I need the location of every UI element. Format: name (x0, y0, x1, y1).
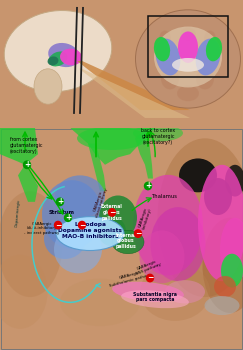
Ellipse shape (4, 10, 112, 92)
Text: Dopaminergic: Dopaminergic (15, 198, 21, 227)
Text: External
globus
pallidus: External globus pallidus (101, 204, 123, 221)
Text: +: + (24, 160, 30, 169)
Polygon shape (79, 69, 190, 118)
Ellipse shape (112, 230, 144, 254)
Circle shape (109, 209, 115, 216)
Ellipse shape (42, 180, 102, 249)
Polygon shape (88, 144, 106, 191)
Ellipse shape (112, 282, 184, 302)
Ellipse shape (154, 37, 170, 61)
Circle shape (145, 182, 151, 190)
Ellipse shape (139, 230, 184, 284)
Ellipse shape (48, 43, 80, 67)
Text: −: − (109, 208, 115, 217)
Text: GABAergic
(inhibitory): GABAergic (inhibitory) (137, 205, 153, 230)
Text: Levodopa
Dopamine agonists
MAO-B inhibitors: Levodopa Dopamine agonists MAO-B inhibit… (58, 222, 122, 239)
Ellipse shape (180, 28, 196, 41)
Text: Internal
globus
pallidus: Internal globus pallidus (116, 233, 136, 249)
Text: Thalamus: Thalamus (152, 194, 178, 199)
Ellipse shape (55, 175, 105, 218)
Ellipse shape (154, 27, 222, 88)
Ellipse shape (60, 279, 140, 326)
Polygon shape (135, 128, 153, 178)
Ellipse shape (48, 51, 68, 66)
Circle shape (24, 161, 31, 168)
Circle shape (64, 214, 71, 222)
Ellipse shape (178, 32, 198, 63)
Ellipse shape (60, 49, 82, 65)
Ellipse shape (133, 175, 203, 275)
Ellipse shape (179, 159, 217, 192)
Text: −: − (147, 274, 153, 282)
Text: +: + (57, 197, 63, 206)
Polygon shape (70, 128, 155, 165)
Ellipse shape (0, 191, 62, 297)
Ellipse shape (159, 30, 171, 48)
Ellipse shape (157, 138, 243, 297)
Ellipse shape (150, 207, 206, 281)
Ellipse shape (198, 165, 243, 281)
Ellipse shape (54, 226, 102, 273)
Ellipse shape (161, 68, 179, 90)
Ellipse shape (172, 58, 204, 72)
Ellipse shape (221, 254, 243, 288)
Ellipse shape (136, 10, 241, 108)
Text: GABAergic
(di-di-inhibitory)
- indirect pathway: GABAergic (di-di-inhibitory) - indirect … (24, 222, 60, 235)
Text: Substantia nigra
pars compacta: Substantia nigra pars compacta (133, 292, 177, 302)
Text: −: − (79, 220, 85, 230)
Ellipse shape (156, 38, 180, 75)
Ellipse shape (48, 56, 58, 65)
Ellipse shape (77, 127, 147, 150)
Circle shape (134, 230, 141, 237)
Ellipse shape (0, 255, 47, 329)
Text: Striatum: Striatum (49, 210, 75, 215)
Ellipse shape (225, 165, 243, 197)
Text: from cortex
glutamatergic
(excitatory): from cortex glutamatergic (excitatory) (10, 138, 43, 154)
Text: GABAergic
SNS pathway: GABAergic SNS pathway (134, 258, 162, 276)
Ellipse shape (44, 219, 86, 259)
Ellipse shape (206, 37, 222, 61)
Text: back to cortex
glutamatergic
(excitatory?): back to cortex glutamatergic (excitatory… (141, 128, 175, 145)
Ellipse shape (140, 263, 210, 321)
Circle shape (147, 274, 154, 282)
Ellipse shape (133, 125, 183, 141)
Ellipse shape (202, 218, 243, 313)
Ellipse shape (204, 30, 216, 48)
Ellipse shape (34, 69, 62, 104)
Ellipse shape (98, 217, 126, 246)
Circle shape (54, 222, 61, 229)
Ellipse shape (196, 68, 214, 90)
Text: −: − (55, 220, 61, 230)
Text: GABAergic
Subthalamic pathway: GABAergic Subthalamic pathway (108, 268, 152, 288)
Polygon shape (0, 128, 38, 165)
Ellipse shape (165, 280, 205, 303)
Ellipse shape (177, 85, 199, 101)
Circle shape (57, 198, 63, 205)
Text: +: + (145, 181, 151, 190)
Ellipse shape (205, 296, 240, 315)
Ellipse shape (99, 196, 137, 240)
Polygon shape (77, 61, 190, 110)
Ellipse shape (204, 178, 232, 215)
Text: GABAergic
direct pathway: GABAergic direct pathway (91, 186, 109, 218)
Ellipse shape (56, 217, 124, 251)
Ellipse shape (196, 38, 220, 75)
Circle shape (78, 222, 86, 229)
Text: −: − (135, 229, 141, 238)
Text: +: + (65, 213, 71, 222)
Ellipse shape (214, 276, 236, 297)
Ellipse shape (121, 290, 189, 308)
Polygon shape (18, 165, 38, 202)
Ellipse shape (220, 218, 243, 281)
Bar (148, 16, 228, 77)
